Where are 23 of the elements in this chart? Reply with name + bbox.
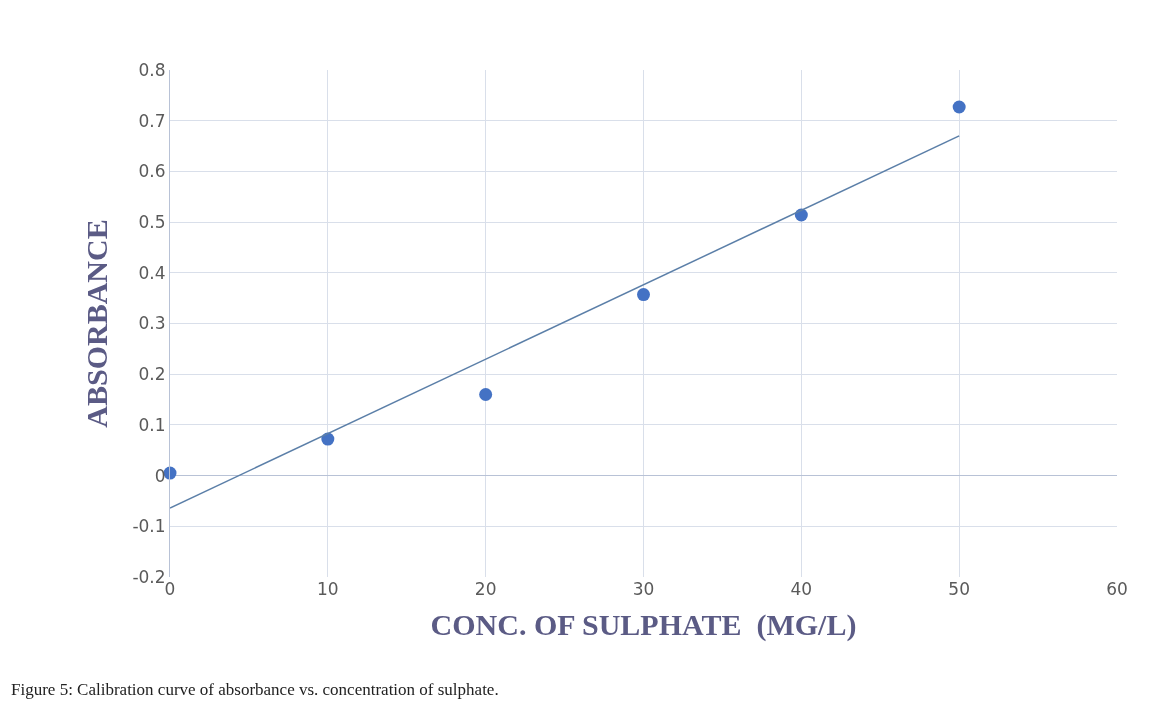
y-tick-label: 0.2 [138,364,166,385]
y-tick-label: 0.7 [138,110,166,131]
x-tick-label: 30 [632,579,655,599]
y-axis-title: ABSORBANCE [80,219,114,428]
x-axis-title: CONC. OF SULPHATE (MG/L) [430,607,857,642]
point [952,100,966,114]
y-tick-label: 0.3 [138,313,166,334]
y-tick-label: 0 [154,465,166,486]
y-tick-label: 0.1 [138,414,166,435]
y-tick-label: 0.6 [138,161,166,182]
x-tick-label: 50 [948,579,970,599]
y-tick-label: 0.4 [138,262,166,283]
caption: Figure 5: Calibration curve of absorbance vs. concentration of sulphate. [11,680,499,699]
y-tick-label: 0.5 [138,212,166,233]
y-tick-label: -0.2 [132,566,166,587]
x-tick-label: 60 [1106,579,1128,599]
y-tick-label: 0.8 [138,59,166,80]
x-tick-label: 20 [474,579,497,599]
point [479,387,493,401]
x-tick-label: 40 [790,579,813,599]
point [637,288,650,302]
y-tick-label: -0.1 [132,516,166,537]
x-tick-label: 10 [317,579,339,599]
